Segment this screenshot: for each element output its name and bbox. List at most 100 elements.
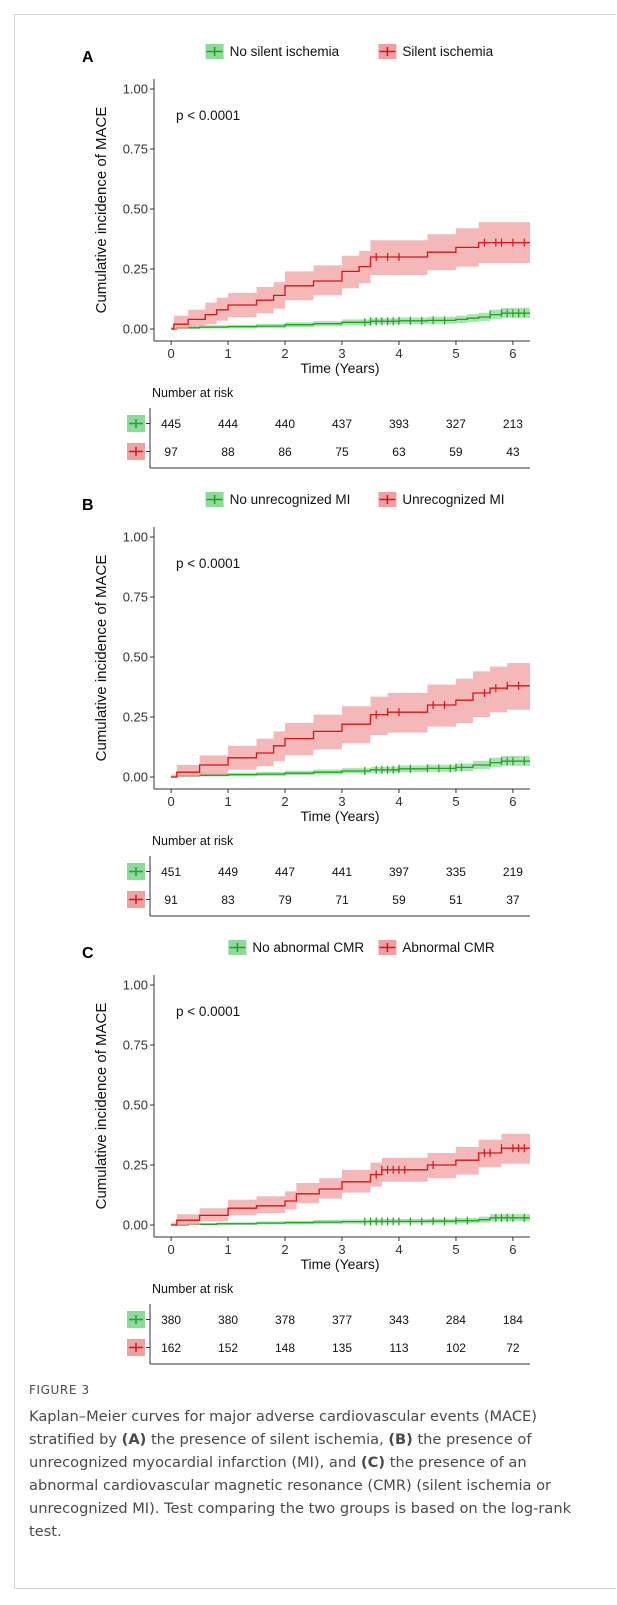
risk-count: 327 bbox=[446, 417, 466, 431]
risk-table: Number at risk 380 380 378 377 343 284 184 162 15… bbox=[127, 1282, 530, 1365]
km-figure: A No silent ischemia Silent ischemia 0.00 0.… bbox=[82, 44, 530, 1365]
panel-letter: A bbox=[82, 49, 94, 66]
x-axis-label: Time (Years) bbox=[300, 808, 379, 824]
panel-b: B No unrecognized MI Unrecognized MI 0.00 0.… bbox=[82, 492, 530, 917]
y-axis-label: Cumulative incidence of MACE bbox=[93, 107, 110, 314]
x-tick-label: 0 bbox=[167, 346, 174, 361]
ci-band-green bbox=[171, 1214, 530, 1225]
ci-band-red bbox=[171, 222, 530, 329]
risk-count: 83 bbox=[221, 893, 235, 907]
risk-count: 380 bbox=[218, 1313, 238, 1327]
risk-table: Number at risk 451 449 447 441 397 335 219 91 83 7… bbox=[127, 834, 530, 917]
figure-frame bbox=[14, 14, 616, 1589]
y-tick-label: 1.00 bbox=[123, 82, 148, 97]
caption-run: Kaplan–Meier curves for major adverse ca… bbox=[29, 1408, 537, 1448]
y-tick-label: 0.00 bbox=[123, 770, 148, 785]
panel-c: C No abnormal CMR Abnormal CMR 0.00 0.25 0.50… bbox=[82, 940, 530, 1365]
risk-count: 86 bbox=[278, 445, 292, 459]
risk-count: 51 bbox=[449, 893, 463, 907]
risk-count: 213 bbox=[503, 417, 523, 431]
risk-count: 135 bbox=[332, 1341, 352, 1355]
x-axis-label: Time (Years) bbox=[300, 1256, 379, 1272]
legend-label: No silent ischemia bbox=[230, 44, 340, 59]
risk-count: 88 bbox=[221, 445, 235, 459]
x-tick-label: 6 bbox=[509, 1242, 516, 1257]
risk-count: 162 bbox=[161, 1341, 181, 1355]
risk-count: 219 bbox=[503, 865, 523, 879]
y-tick-label: 1.00 bbox=[123, 530, 148, 545]
x-tick-label: 1 bbox=[224, 794, 231, 809]
risk-count: 445 bbox=[161, 417, 181, 431]
ci-band-red bbox=[171, 663, 530, 777]
x-tick-label: 3 bbox=[338, 346, 345, 361]
risk-count: 59 bbox=[392, 893, 406, 907]
caption-panel-ref: (B) bbox=[388, 1431, 413, 1448]
panel-letter: C bbox=[82, 945, 94, 962]
legend-label: Unrecognized MI bbox=[402, 492, 504, 507]
caption-run: the presence of an abnormal cardiovascul… bbox=[29, 1454, 572, 1540]
risk-table: Number at risk 445 444 440 437 393 327 213 97 88 8… bbox=[127, 386, 530, 469]
panel-letter: B bbox=[82, 497, 94, 514]
figure-caption: FIGURE 3 Kaplan–Meier curves for major a… bbox=[29, 1383, 599, 1543]
y-tick-label: 0.25 bbox=[123, 1158, 148, 1173]
y-axis-label: Cumulative incidence of MACE bbox=[93, 1003, 110, 1210]
x-tick-label: 2 bbox=[281, 1242, 288, 1257]
x-tick-label: 1 bbox=[224, 1242, 231, 1257]
risk-count: 184 bbox=[503, 1313, 523, 1327]
risk-count: 91 bbox=[164, 893, 178, 907]
y-tick-label: 0.75 bbox=[123, 590, 148, 605]
risk-count: 377 bbox=[332, 1313, 352, 1327]
risk-count: 441 bbox=[332, 865, 352, 879]
legend: No abnormal CMR Abnormal CMR bbox=[228, 940, 495, 955]
y-tick-label: 0.00 bbox=[123, 322, 148, 337]
x-tick-label: 3 bbox=[338, 794, 345, 809]
risk-count: 393 bbox=[389, 417, 409, 431]
risk-count: 343 bbox=[389, 1313, 409, 1327]
caption-run: the presence of unrecognized myocardial … bbox=[29, 1431, 532, 1471]
x-tick-label: 2 bbox=[281, 794, 288, 809]
x-tick-label: 2 bbox=[281, 346, 288, 361]
risk-count: 378 bbox=[275, 1313, 295, 1327]
risk-count: 397 bbox=[389, 865, 409, 879]
km-curve-green bbox=[171, 1217, 530, 1226]
y-tick-label: 0.25 bbox=[123, 262, 148, 277]
y-tick-label: 0.50 bbox=[123, 650, 148, 665]
risk-title: Number at risk bbox=[152, 834, 234, 848]
legend-label: Abnormal CMR bbox=[402, 940, 495, 955]
risk-count: 113 bbox=[389, 1341, 408, 1355]
y-tick-label: 0.75 bbox=[123, 142, 148, 157]
risk-count: 437 bbox=[332, 417, 352, 431]
km-curve-red bbox=[171, 241, 530, 330]
risk-count: 79 bbox=[278, 893, 292, 907]
legend-label: No unrecognized MI bbox=[230, 492, 351, 507]
risk-count: 63 bbox=[392, 445, 406, 459]
caption-panel-ref: (C) bbox=[361, 1454, 386, 1471]
risk-count: 440 bbox=[275, 417, 295, 431]
risk-count: 284 bbox=[446, 1313, 466, 1327]
y-tick-label: 0.50 bbox=[123, 1098, 148, 1113]
risk-title: Number at risk bbox=[152, 386, 234, 400]
risk-count: 148 bbox=[275, 1341, 295, 1355]
p-value: p < 0.0001 bbox=[176, 556, 240, 571]
p-value: p < 0.0001 bbox=[176, 108, 240, 123]
legend: No unrecognized MI Unrecognized MI bbox=[205, 492, 504, 507]
km-curve-red bbox=[171, 1147, 530, 1226]
y-tick-label: 0.25 bbox=[123, 710, 148, 725]
risk-count: 102 bbox=[446, 1341, 466, 1355]
risk-count: 451 bbox=[161, 865, 181, 879]
risk-count: 37 bbox=[506, 893, 520, 907]
risk-count: 444 bbox=[218, 417, 238, 431]
legend: No silent ischemia Silent ischemia bbox=[205, 44, 494, 59]
caption-text: Kaplan–Meier curves for major adverse ca… bbox=[29, 1405, 599, 1543]
y-tick-label: 1.00 bbox=[123, 978, 148, 993]
km-curve-red bbox=[171, 685, 530, 778]
risk-count: 152 bbox=[218, 1341, 238, 1355]
x-tick-label: 0 bbox=[167, 794, 174, 809]
risk-count: 59 bbox=[449, 445, 463, 459]
risk-count: 97 bbox=[164, 445, 178, 459]
x-axis-label: Time (Years) bbox=[300, 360, 379, 376]
risk-count: 72 bbox=[506, 1341, 520, 1355]
panel-a: A No silent ischemia Silent ischemia 0.00 0.… bbox=[82, 44, 530, 469]
x-tick-label: 6 bbox=[509, 346, 516, 361]
x-tick-label: 1 bbox=[224, 346, 231, 361]
